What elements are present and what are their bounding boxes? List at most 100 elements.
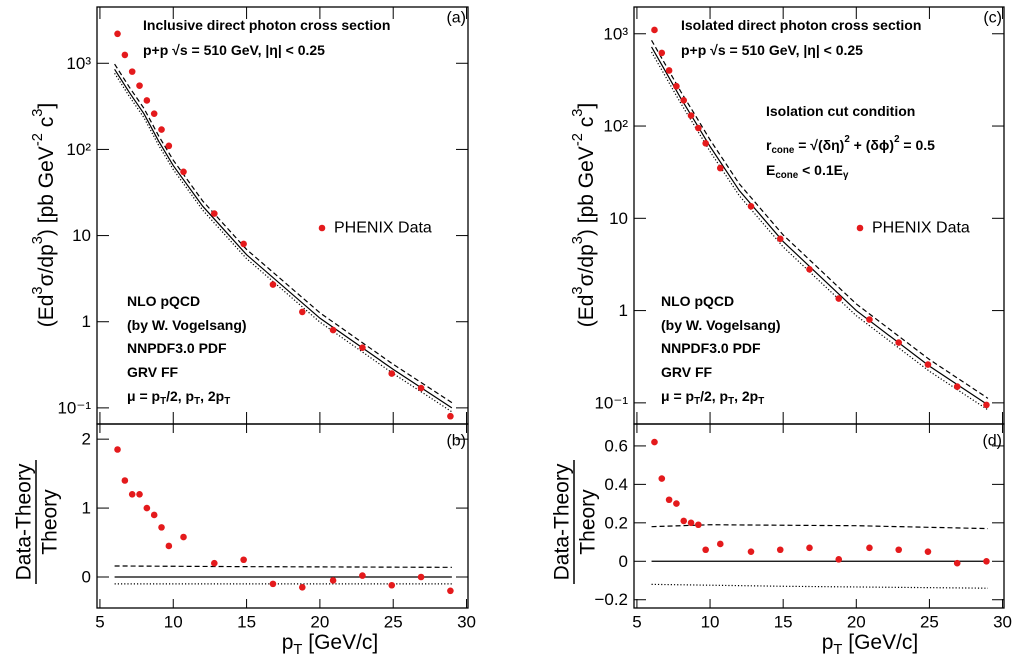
data-point: [924, 361, 932, 368]
data-point: [136, 490, 143, 498]
data-point: [680, 97, 688, 104]
data-point: [388, 581, 396, 589]
data-point: [329, 326, 337, 334]
data-point: [143, 97, 151, 104]
text-part: p+p √s = 510 GeV, |η| < 0.25: [143, 42, 325, 58]
text-part: cone: [771, 145, 794, 156]
data-point: [806, 266, 813, 273]
y-tick-label: 10²: [66, 140, 91, 159]
data-point: [665, 67, 673, 74]
data-point: [695, 521, 702, 529]
data-point: [835, 556, 843, 563]
annotation: NLO pQCD: [127, 293, 200, 309]
data-point: [269, 580, 277, 588]
data-point: [716, 164, 724, 172]
text-part: (δη): [818, 137, 844, 153]
data-point: [180, 533, 187, 541]
annotation: (by W. Vogelsang): [127, 317, 247, 333]
y-tick-label: 10: [72, 226, 91, 245]
frame: [96, 6, 469, 425]
data-point: [359, 572, 366, 579]
data-point: [114, 30, 121, 38]
theory-curve: [114, 69, 453, 409]
annotation: p+p √s = 510 GeV, |η| < 0.25: [681, 42, 863, 58]
x-tick-label: 5: [95, 613, 104, 632]
data-point: [150, 511, 158, 519]
data-point: [329, 577, 337, 584]
data-point: [702, 546, 709, 554]
data-point: [447, 412, 454, 420]
theory-curve: [114, 565, 452, 568]
legend-label: PHENIX Data: [872, 220, 970, 237]
data-point: [835, 295, 843, 302]
text-part: γ: [843, 170, 849, 181]
text-part: p: [822, 631, 834, 654]
y-tick-label: 10⁻¹: [57, 398, 91, 417]
text-part: NLO pQCD: [127, 293, 200, 309]
text-part: cone: [775, 170, 798, 181]
text-part: [GeV/c]: [842, 631, 918, 654]
data-point: [983, 401, 990, 409]
x-axis-label: pT [GeV/c]: [822, 631, 919, 659]
text-part: T: [694, 396, 700, 407]
y-tick-label: 10³: [603, 24, 628, 43]
data-point: [211, 210, 218, 217]
text-part: c: [575, 117, 598, 133]
annotation: Isolation cut condition: [766, 103, 915, 119]
text-part: /2, p: [700, 388, 728, 404]
frame: [633, 423, 1005, 609]
text-part: NNPDF3.0 PDF: [127, 340, 227, 356]
text-part: T: [194, 396, 200, 407]
data-point: [128, 68, 136, 75]
text-part: (by W. Vogelsang): [127, 317, 247, 333]
text-part: 2: [844, 134, 850, 145]
data-point: [165, 142, 173, 150]
data-point: [298, 308, 306, 316]
theory-curve: [651, 524, 988, 530]
text-part: = √: [794, 137, 818, 153]
theory-curve: [651, 51, 989, 411]
data-point: [388, 370, 396, 377]
x-axis-label: pT [GeV/c]: [282, 631, 379, 659]
text-part: NLO pQCD: [661, 293, 734, 309]
annotation: Inclusive direct photon cross section: [143, 17, 390, 33]
x-tick-label: 10: [701, 613, 720, 632]
legend-label: PHENIX Data: [334, 220, 432, 237]
text-part: ]: [575, 103, 598, 109]
data-point: [983, 557, 990, 565]
panel-label: (d): [982, 433, 1002, 450]
data-point: [695, 124, 702, 132]
x-tick-label: 10: [164, 613, 183, 632]
data-point: [417, 573, 425, 581]
annotation: NNPDF3.0 PDF: [127, 340, 227, 356]
text-part: μ = p: [661, 388, 694, 404]
x-tick-label: 20: [847, 613, 866, 632]
text-part: σ/dp: [35, 244, 58, 286]
data-point: [806, 544, 813, 552]
text-part: μ = p: [127, 388, 160, 404]
text-part: 3: [570, 109, 586, 117]
y-tick-label: −0.2: [594, 590, 628, 609]
annotation: GRV FF: [127, 364, 179, 380]
text-part: T: [224, 396, 230, 407]
text-part: = 0.5: [900, 137, 936, 153]
annotation: GRV FF: [661, 364, 713, 380]
data-point: [687, 112, 695, 119]
legend-marker: [318, 224, 326, 232]
x-tick-label: 30: [457, 613, 476, 632]
x-tick-label: 25: [920, 613, 939, 632]
data-point: [269, 281, 277, 288]
y-tick-label: 0.2: [604, 513, 628, 532]
text-part: , 2p: [734, 388, 758, 404]
text-part: [GeV/c]: [302, 631, 378, 654]
data-point: [114, 446, 121, 453]
y-axis-label: Data-Theory: [551, 463, 574, 580]
text-part: σ/dp: [575, 244, 598, 286]
text-part: p: [282, 631, 294, 654]
data-point: [298, 584, 306, 591]
y-tick-label: 1: [82, 312, 91, 331]
data-point: [121, 51, 129, 59]
data-point: [953, 383, 961, 390]
theory-curve: [114, 72, 453, 413]
data-point: [953, 559, 961, 567]
